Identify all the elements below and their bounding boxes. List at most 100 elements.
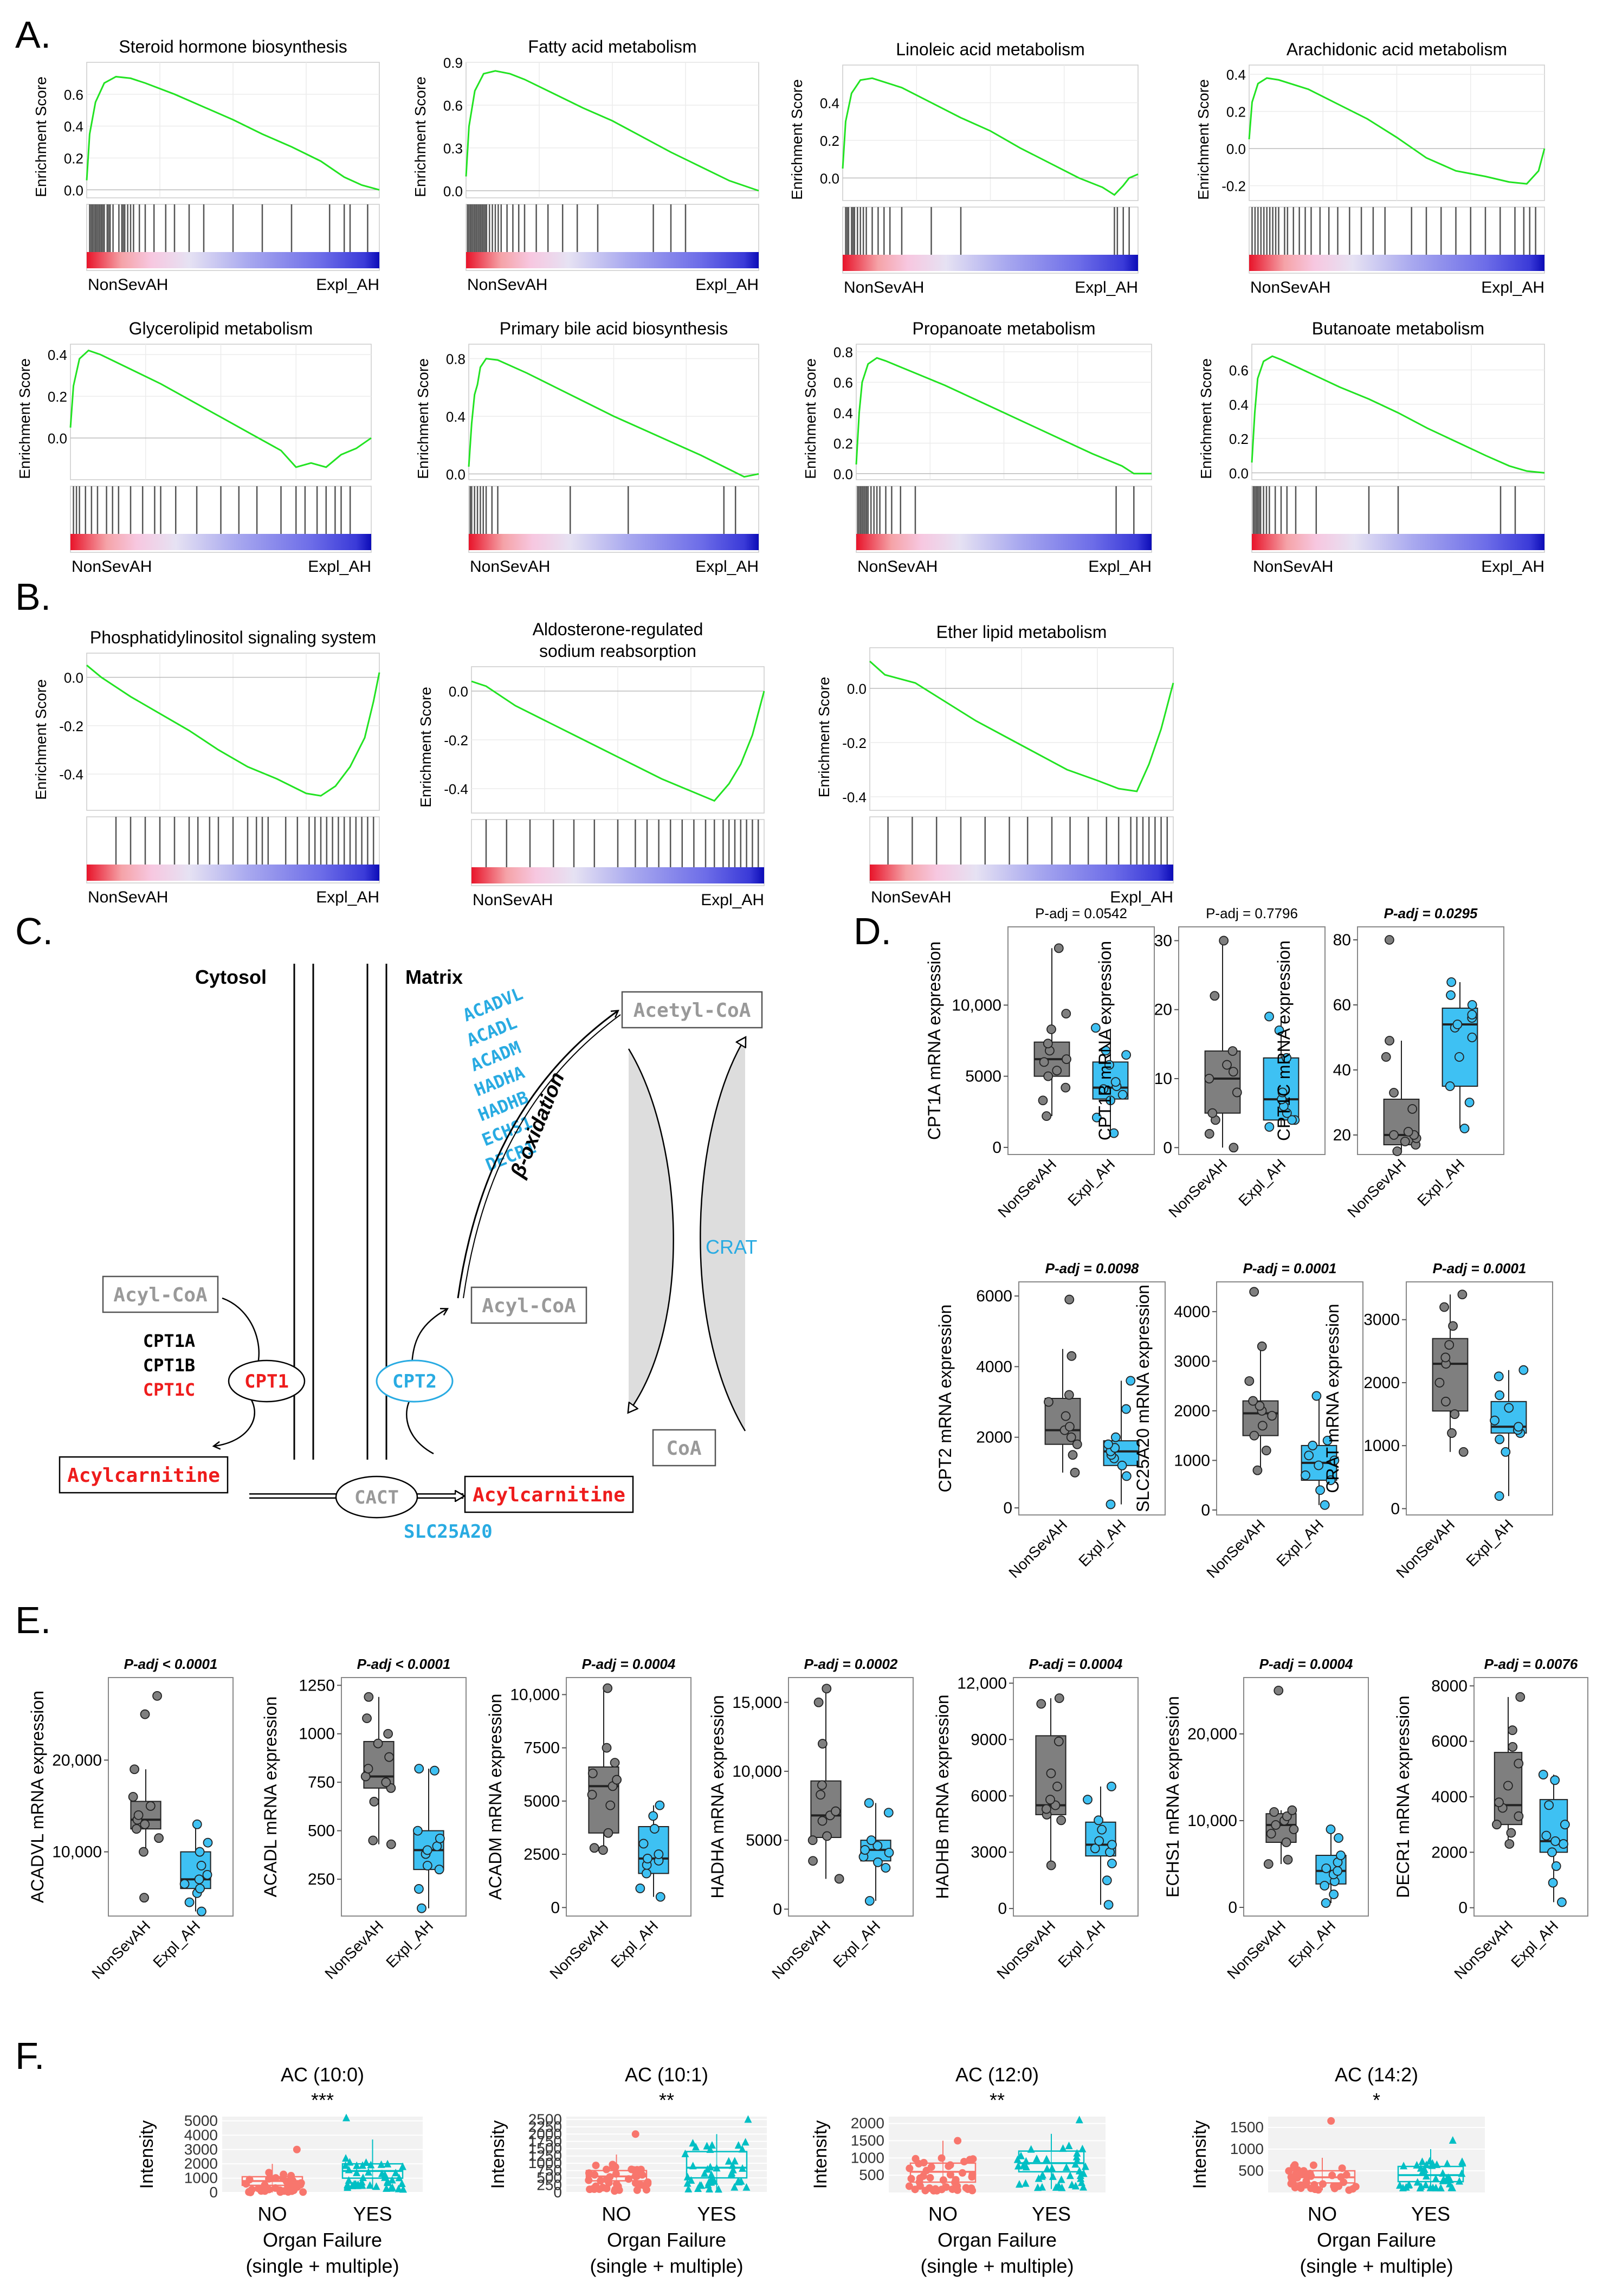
y-tick-label: 4000: [976, 1358, 1012, 1376]
data-point: [384, 2159, 392, 2168]
data-point: [602, 1743, 612, 1753]
data-point: [1418, 2157, 1426, 2165]
data-point: [1447, 2183, 1456, 2191]
data-point: [367, 2160, 375, 2169]
intensity-plot-1: AC (10:1) ** 02505007501000125015001750200…: [488, 2063, 767, 2277]
x-tick-label: Expl_AH: [1508, 1917, 1561, 1971]
data-point: [1110, 1077, 1121, 1087]
data-point: [1452, 1020, 1463, 1029]
data-point: [265, 2169, 273, 2177]
pathway-diagram: Cytosol Matrix Acetyl-CoA ACADVLACADLACA…: [59, 964, 763, 1543]
data-point: [1315, 1485, 1325, 1495]
data-point: [1106, 1499, 1116, 1510]
data-point: [1228, 1067, 1238, 1077]
data-point: [1076, 2171, 1084, 2179]
data-point: [1342, 2171, 1350, 2179]
y-tick-label: 20,000: [52, 1751, 102, 1769]
boxplot-frame: [108, 1677, 234, 1917]
x-tick-label: NonSevAH: [546, 1917, 611, 1982]
panel-label-c: C.: [15, 910, 53, 952]
data-point: [587, 1768, 598, 1778]
y-tick-label: -0.2: [1221, 178, 1246, 195]
data-point: [1467, 1000, 1477, 1010]
data-point: [1038, 2172, 1046, 2180]
enrichment-curve: [869, 660, 1174, 792]
padj-label: P-adj = 0.0542: [1035, 905, 1127, 921]
data-point: [1038, 2183, 1046, 2191]
y-tick-label: 750: [537, 2162, 562, 2179]
slc25a20-label: SLC25A20: [404, 1521, 493, 1543]
data-point: [1121, 1471, 1132, 1481]
data-point: [741, 2138, 749, 2146]
gsea-ylabel: Enrichment Score: [417, 687, 434, 808]
data-point: [1321, 1898, 1331, 1908]
data-point: [383, 1729, 393, 1739]
coa-label: CoA: [666, 1437, 701, 1460]
acylcarnitine-cytosol-label: Acylcarnitine: [67, 1465, 220, 1487]
data-point: [1416, 2183, 1424, 2191]
data-point: [1052, 1782, 1062, 1791]
data-point: [1432, 2183, 1440, 2191]
data-point: [642, 1868, 651, 1879]
data-point: [1022, 2179, 1030, 2187]
y-tick-label: 0.8: [833, 344, 853, 360]
data-point: [731, 2183, 739, 2191]
data-point: [1283, 1855, 1293, 1865]
x-tick-label: Expl_AH: [1285, 1917, 1339, 1971]
data-point: [1289, 1824, 1299, 1834]
gsea-ylabel: Enrichment Score: [33, 679, 49, 800]
rank-gradient: [870, 865, 1173, 881]
y-tick-label: 0: [773, 1900, 782, 1918]
data-point: [866, 1835, 876, 1846]
data-point: [1515, 1692, 1526, 1702]
y-tick-label: 1000: [184, 2170, 218, 2187]
data-point: [1044, 1397, 1053, 1407]
data-point: [1022, 2157, 1030, 2165]
data-point: [1126, 1376, 1136, 1386]
x-tick-label: YES: [1032, 2203, 1071, 2225]
y-tick-label: 500: [308, 1822, 335, 1840]
boxplot-frame: [1216, 1281, 1363, 1515]
y-tick-label: 1500: [851, 2132, 884, 2149]
boxplot-cpt1a: 0 5000 10,000 P-adj = 0.0542 CPT1A mRNA expr…: [925, 905, 1155, 1221]
cact-ellipse: [335, 1475, 418, 1519]
data-point: [605, 2179, 613, 2187]
x-tick-label: NonSevAH: [321, 1917, 386, 1982]
data-point: [1328, 2171, 1336, 2179]
data-point: [192, 1819, 202, 1829]
data-point: [1504, 1839, 1515, 1849]
data-point: [342, 2154, 350, 2162]
data-point: [587, 1790, 597, 1800]
panel-label-f: F.: [15, 2035, 44, 2077]
y-tick-label: 2000: [851, 2115, 884, 2132]
data-point: [1080, 2183, 1088, 2191]
y-tick-label: 0.8: [446, 351, 466, 367]
data-point: [1494, 1797, 1504, 1808]
x-tick-label: NO: [602, 2203, 631, 2225]
boxplot-crat: 0 1000 2000 3000 P-adj = 0.0001 CRAT mRNA exp…: [1323, 1260, 1553, 1581]
data-point: [1547, 1847, 1557, 1858]
data-point: [907, 2175, 915, 2183]
cpt1-ellipse: [228, 1359, 306, 1403]
data-point: [905, 2182, 913, 2190]
data-point: [1244, 1376, 1255, 1386]
cpt1c-label: CPT1C: [143, 1379, 195, 1400]
data-point: [132, 1824, 141, 1834]
data-point: [744, 2115, 752, 2123]
left-group-label: NonSevAH: [871, 888, 951, 906]
data-point: [1338, 2164, 1346, 2172]
data-point: [831, 1806, 841, 1816]
y-tick-label: 0.0: [1229, 465, 1249, 481]
data-point: [1098, 1084, 1109, 1094]
data-point: [1035, 2174, 1043, 2182]
boxplot-frame: [1357, 926, 1504, 1155]
data-point: [1541, 1830, 1552, 1841]
padj-label: P-adj = 0.0001: [1433, 1260, 1527, 1276]
padj-label: P-adj = 0.0004: [1259, 1656, 1353, 1672]
data-point: [1048, 2164, 1056, 2172]
data-point: [1508, 1725, 1517, 1736]
data-point: [1311, 1391, 1322, 1401]
rank-gradient: [1252, 534, 1544, 550]
